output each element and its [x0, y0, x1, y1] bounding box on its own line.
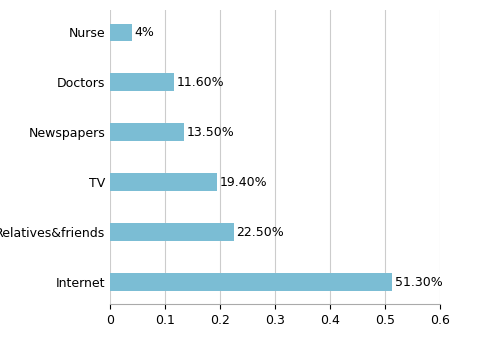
Text: 13.50%: 13.50% [187, 126, 235, 139]
Bar [110, 273, 392, 291]
Text: 22.50%: 22.50% [236, 226, 284, 239]
Bar [110, 173, 216, 191]
Text: 11.60%: 11.60% [176, 76, 224, 89]
Bar [110, 24, 132, 41]
Bar [110, 223, 234, 241]
Text: 4%: 4% [135, 26, 154, 39]
Bar [110, 73, 174, 91]
Bar [110, 123, 184, 141]
Text: 19.40%: 19.40% [220, 176, 267, 189]
Text: 51.30%: 51.30% [395, 275, 442, 289]
